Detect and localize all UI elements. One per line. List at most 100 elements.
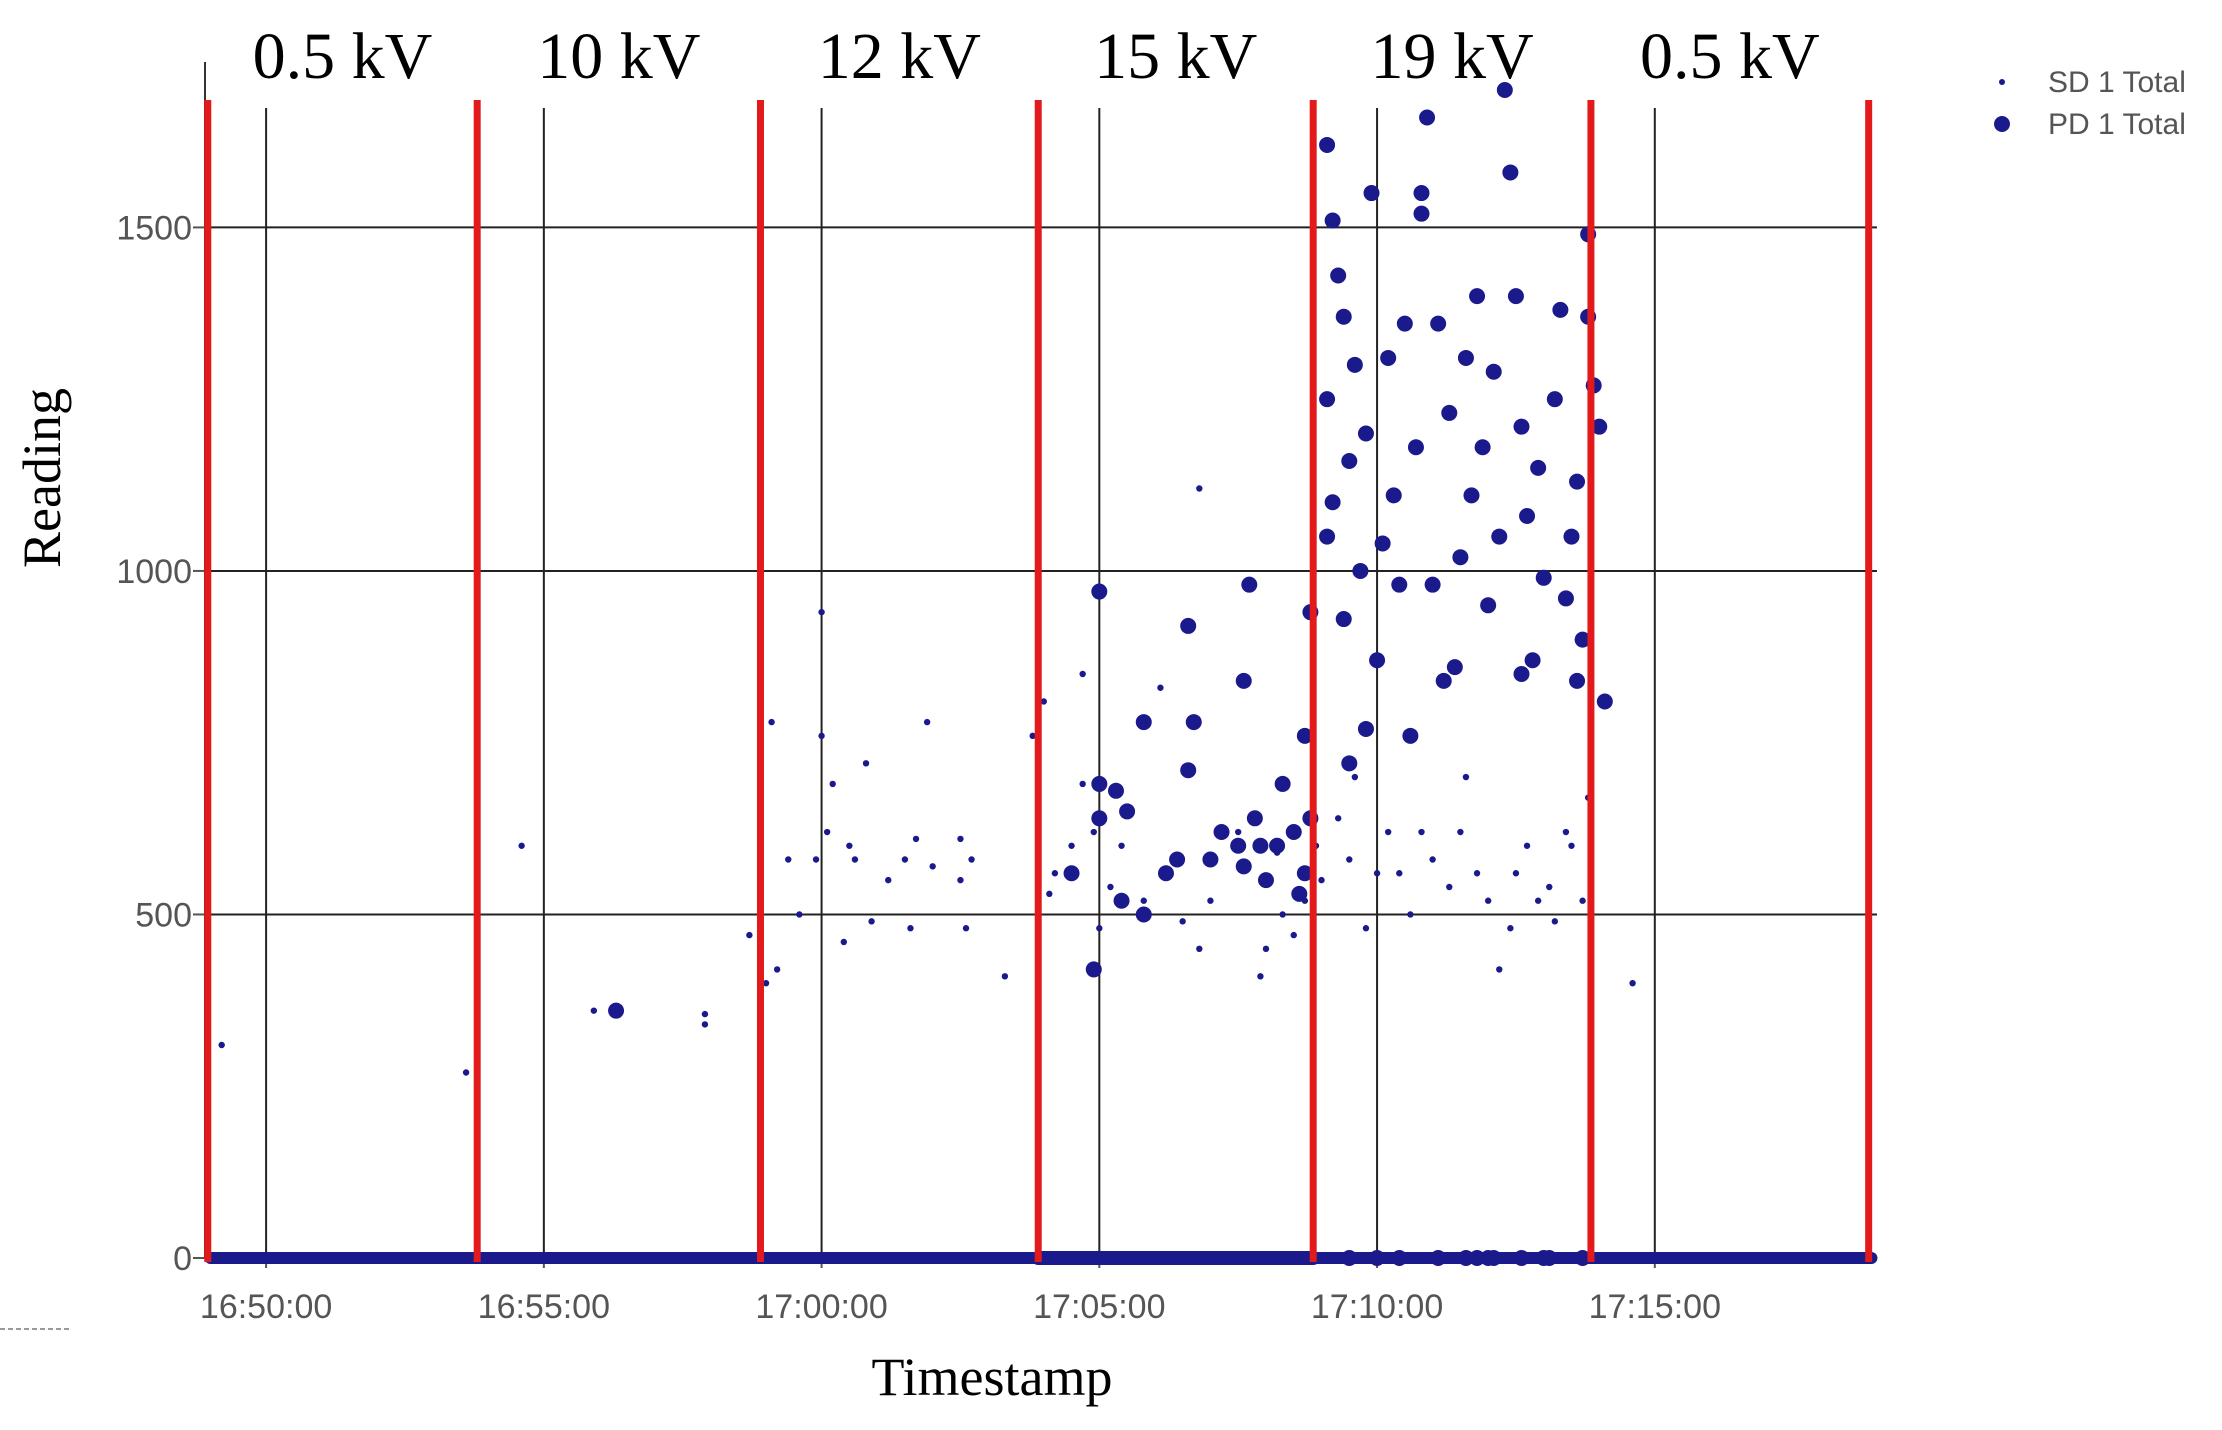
x-tick-label: 17:00:00: [755, 1288, 887, 1326]
pd-point: [1296, 727, 1313, 744]
sd-point: [1512, 870, 1520, 877]
sd-point: [1068, 842, 1075, 849]
legend-marker-large: [1994, 116, 2010, 132]
pd-point: [1452, 549, 1469, 566]
pd-point: [1463, 487, 1480, 504]
sd-point: [1107, 883, 1114, 891]
sd-point: [1351, 773, 1359, 781]
pd-point: [1291, 885, 1308, 902]
pd-baseline-point: [1341, 1250, 1358, 1266]
sd-point: [1257, 973, 1264, 980]
sd-point: [962, 925, 970, 932]
pd-point: [1357, 425, 1374, 442]
sd-point: [1262, 945, 1270, 953]
pd-point: [1135, 714, 1152, 731]
pd-point: [1319, 391, 1336, 408]
sd-point: [785, 856, 792, 863]
sd-point: [1118, 842, 1125, 849]
pd-point: [1446, 659, 1463, 676]
pd-baseline-point: [1391, 1250, 1408, 1266]
pd-point: [1591, 418, 1608, 435]
pd-point: [1185, 714, 1202, 731]
pd-point: [1374, 535, 1391, 552]
pd-point: [1352, 562, 1369, 579]
voltage-boundaries: [204, 100, 1873, 1262]
sd-point: [768, 718, 775, 726]
pd-point: [1469, 288, 1486, 305]
sd-point: [957, 835, 964, 843]
sd-point: [701, 1021, 709, 1028]
pd-point: [1335, 611, 1352, 628]
pd-point: [1563, 528, 1580, 545]
sd-point: [746, 931, 753, 939]
pd-baseline-point: [1469, 1250, 1486, 1266]
pd-point: [1180, 762, 1197, 779]
sd-point: [829, 780, 836, 788]
pd-point: [1324, 494, 1341, 511]
pd-point: [1507, 288, 1524, 305]
pd-point: [1524, 652, 1541, 669]
sd-point: [1534, 897, 1542, 904]
pd-point: [608, 1002, 625, 1019]
sd-point: [1140, 897, 1147, 904]
pd-point: [1085, 961, 1102, 978]
pd-point: [1430, 315, 1447, 332]
pd-point: [1230, 837, 1247, 854]
sd-point: [1279, 911, 1286, 918]
pd-point: [1574, 631, 1591, 648]
sd-point: [1462, 773, 1470, 781]
pd-point: [1369, 652, 1386, 669]
sd-point: [1040, 698, 1047, 705]
sd-point: [1551, 918, 1559, 925]
pd-point: [1246, 810, 1263, 827]
pd-baseline-point: [1457, 1250, 1474, 1266]
pd-point: [1341, 755, 1358, 772]
sd-point: [862, 760, 870, 767]
pd-point: [1485, 363, 1502, 380]
sd-point: [1473, 870, 1481, 877]
sd-point: [1334, 815, 1342, 822]
pd-point: [1402, 727, 1419, 744]
y-tick-label: 1500: [116, 209, 192, 247]
sd-point: [1362, 925, 1370, 932]
sd-point: [1346, 856, 1353, 863]
pd-point: [1335, 308, 1352, 325]
pd-point: [1063, 865, 1080, 882]
sd-point: [1484, 897, 1492, 904]
x-tick-label: 17:05:00: [1033, 1288, 1165, 1326]
pd-point: [1319, 136, 1336, 153]
y-axis-label: Reading: [12, 388, 72, 568]
pd-point: [1107, 782, 1124, 799]
pd-baseline-point: [1430, 1250, 1447, 1266]
sd-point: [1234, 828, 1242, 836]
x-tick-label: 17:15:00: [1589, 1288, 1721, 1326]
pd-point: [1241, 576, 1258, 593]
legend-entry: SD 1 Total: [2048, 66, 2186, 99]
sd-point: [823, 828, 831, 836]
pd-point: [1180, 617, 1197, 634]
sd-point: [885, 876, 892, 884]
sd-point: [1079, 670, 1086, 678]
sd-point: [590, 1007, 598, 1014]
sd-point: [840, 938, 848, 946]
sd-point: [957, 876, 964, 884]
voltage-band-labels: 0.5 kV 10 kV 12 kV 15 kV 19 kV 0.5 kV: [253, 20, 1820, 93]
sd-point: [1290, 931, 1297, 939]
pd-point: [1296, 865, 1313, 882]
sd-point: [1051, 870, 1059, 877]
pd-point: [1491, 528, 1508, 545]
sd-point: [1196, 485, 1203, 492]
voltage-band-label: 15 kV: [1094, 20, 1257, 93]
sd-point: [796, 911, 803, 918]
sd-point: [762, 979, 770, 987]
sd-point: [1396, 870, 1403, 877]
sd-point: [1090, 828, 1097, 836]
sd-point: [1418, 828, 1425, 836]
sd-point: [1096, 925, 1103, 932]
pd-point: [1091, 810, 1108, 827]
sd-point: [929, 863, 936, 870]
pd-point: [1346, 356, 1363, 373]
pd-point: [1257, 872, 1274, 889]
pd-point: [1269, 837, 1286, 854]
sd-point: [1384, 828, 1392, 836]
